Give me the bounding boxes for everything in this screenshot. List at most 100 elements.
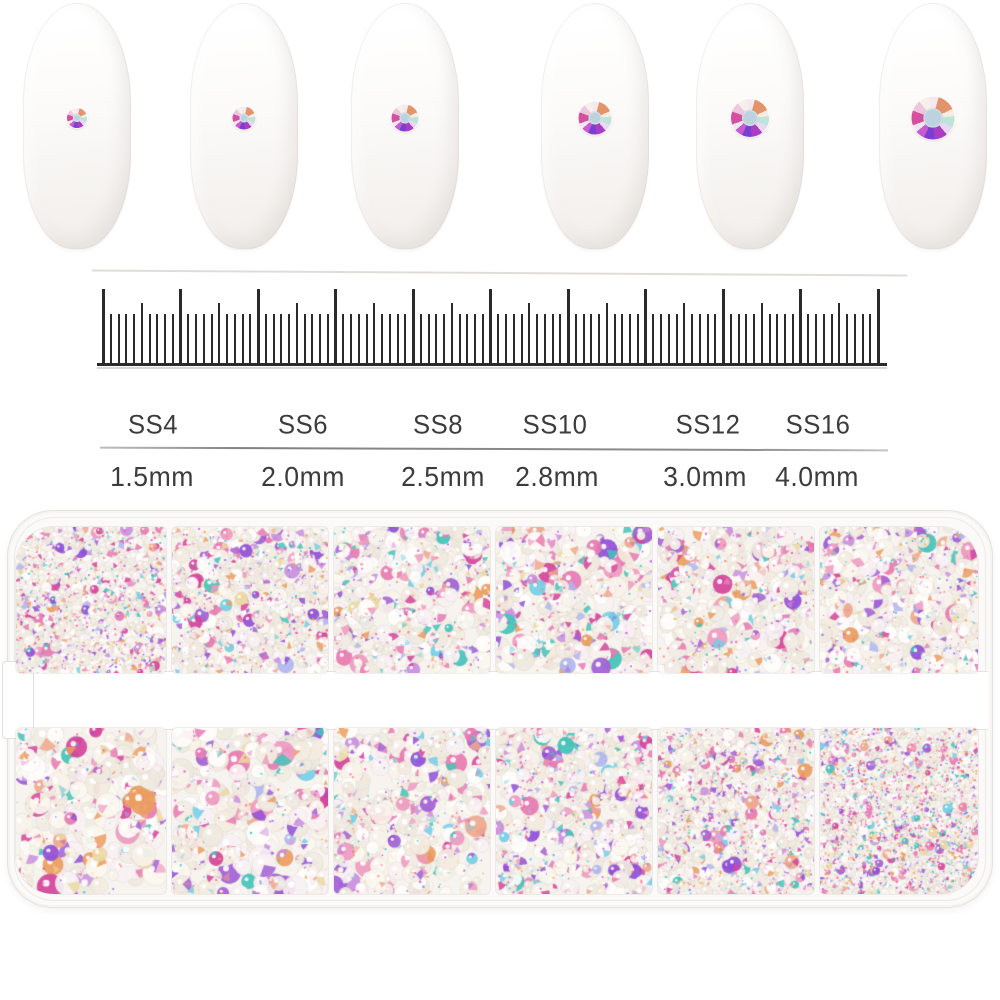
ruler-tick <box>675 314 678 363</box>
ruler-tick <box>319 314 321 363</box>
ruler-tick <box>288 314 290 363</box>
mm-size-label: 4.0mm <box>775 461 859 492</box>
ruler-tick <box>326 314 329 363</box>
ruler-tick <box>125 314 128 363</box>
case-compartment <box>658 728 814 894</box>
ruler-tick <box>350 314 352 363</box>
ruler-tick <box>838 303 841 363</box>
compartment-glitter-canvas <box>820 728 978 894</box>
compartment-glitter-canvas <box>172 728 328 894</box>
rhinestone <box>911 96 955 140</box>
ruler-tick <box>760 303 763 363</box>
ruler-tick <box>404 314 407 363</box>
ruler-tick <box>381 314 383 363</box>
ruler-baseline-shadow <box>97 367 887 369</box>
ss-size-label: SS10 <box>522 409 588 440</box>
case-compartment <box>496 728 652 894</box>
ruler-tick <box>667 314 670 363</box>
ruler-tick <box>474 314 476 363</box>
case-compartment <box>820 728 978 894</box>
ss-size-label: SS8 <box>413 409 463 440</box>
ruler-tick <box>807 314 810 363</box>
ruler-tick <box>156 314 159 363</box>
ruler-tick <box>117 314 120 363</box>
mm-size-label: 2.8mm <box>515 461 599 492</box>
ruler-tick <box>264 314 267 363</box>
ruler-tick <box>303 314 306 363</box>
ruler-tick <box>218 303 221 363</box>
ruler-tick <box>295 303 298 363</box>
ruler-tick <box>311 314 314 363</box>
ruler-tick <box>280 314 283 363</box>
nail-tip <box>351 3 459 249</box>
compartment-glitter-canvas <box>172 527 328 673</box>
ruler-tick <box>768 314 771 363</box>
ruler-tick <box>202 314 205 363</box>
ruler-tick <box>164 314 166 363</box>
ruler-tick <box>256 289 260 363</box>
size-chart: SS4 1.5mm SS6 2.0mm SS8 2.5mm SS10 2.8mm SS12 3.0… <box>0 395 1000 505</box>
ruler-tick <box>458 314 461 363</box>
ruler-tick <box>373 303 376 363</box>
ruler-tick <box>497 314 500 363</box>
case-compartment <box>658 527 814 673</box>
ruler-tick <box>512 314 515 363</box>
ruler-tick <box>365 314 368 363</box>
case-compartment <box>16 527 166 673</box>
rhinestone <box>67 108 87 128</box>
ss-size-label: SS6 <box>278 409 328 440</box>
ruler-tick <box>148 314 151 363</box>
case-compartment <box>172 527 328 673</box>
ruler-tick <box>605 303 608 363</box>
ruler-tick <box>357 314 360 363</box>
ruler-tick <box>853 314 856 363</box>
nail-tip <box>23 3 131 249</box>
ruler-tick <box>171 314 174 363</box>
ruler-tick <box>590 314 593 363</box>
ruler-tick <box>411 289 415 363</box>
ruler-tick <box>109 314 112 363</box>
ruler-tick <box>574 314 577 363</box>
rhinestone <box>391 104 419 132</box>
compartment-glitter-canvas <box>334 728 490 894</box>
ruler-tick <box>753 314 755 363</box>
compartment-glitter-canvas <box>16 728 166 894</box>
mm-size-label: 2.5mm <box>401 461 485 492</box>
ruler-tick <box>272 314 275 363</box>
ruler-tick <box>450 303 453 363</box>
size-chart-divider-line <box>99 446 889 452</box>
ruler-tick <box>621 314 624 363</box>
ruler-top-edge-line <box>92 269 907 277</box>
case-compartment <box>334 728 490 894</box>
ruler-tick <box>613 314 616 363</box>
ruler-tick <box>660 314 662 363</box>
compartment-glitter-canvas <box>496 527 652 673</box>
ruler-tick <box>861 314 864 363</box>
compartment-glitter-canvas <box>658 527 814 673</box>
ruler-tick <box>691 314 693 363</box>
ruler-tick <box>210 314 213 363</box>
compartment-glitter-canvas <box>16 527 166 673</box>
ruler-tick <box>683 303 686 363</box>
ruler-tick <box>644 289 647 363</box>
ruler-tick <box>226 314 228 363</box>
ruler-tick <box>876 289 880 363</box>
ruler-tick <box>101 289 105 363</box>
compartment-glitter-canvas <box>496 728 652 894</box>
mm-size-label: 2.0mm <box>261 461 345 492</box>
nail-tip <box>190 3 298 249</box>
ruler-tick <box>179 289 182 363</box>
ruler-tick <box>543 314 546 363</box>
rhinestone <box>578 101 612 135</box>
rhinestone <box>731 99 769 137</box>
storage-case <box>2 510 993 908</box>
ruler-tick <box>419 314 422 363</box>
ruler-tick <box>396 314 399 363</box>
compartment-glitter-canvas <box>658 728 814 894</box>
ruler-tick <box>489 289 492 363</box>
nail-tip <box>541 3 649 249</box>
ruler-tick <box>714 314 717 363</box>
ruler-tick <box>241 314 244 363</box>
ruler-tick <box>776 314 779 363</box>
